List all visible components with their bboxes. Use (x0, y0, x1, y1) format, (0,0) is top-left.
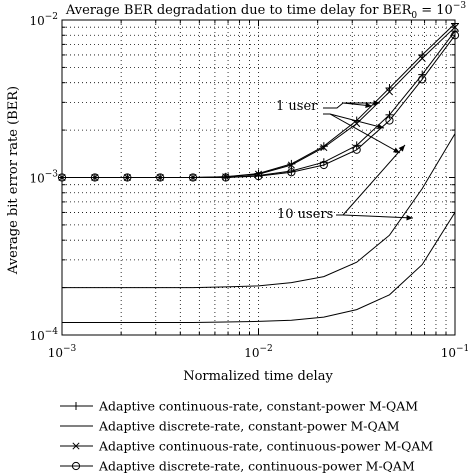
y-tick-label: 10−3 (29, 170, 58, 186)
x-tick-label-exponent: −1 (456, 344, 469, 354)
legend: Adaptive continuous-rate, constant-power… (60, 399, 433, 474)
y-tick-label-base: 10 (29, 14, 44, 28)
y-tick-label-exponent: −4 (45, 327, 59, 337)
x-tick-label-base: 10 (48, 346, 63, 360)
arrow-head (406, 215, 413, 220)
legend-item-3: Adaptive continuous-rate, continuous-pow… (60, 439, 433, 454)
legend-marker (72, 402, 80, 410)
legend-label: Adaptive continuous-rate, continuous-pow… (98, 439, 433, 454)
y-tick-label-base: 10 (29, 329, 44, 343)
x-tick-label: 10−3 (48, 344, 77, 360)
arrow-shaft (330, 114, 384, 128)
x-axis-title: Normalized time delay (183, 369, 333, 384)
y-tick-label: 10−2 (29, 12, 58, 28)
legend-label: Adaptive discrete-rate, constant-power M… (98, 419, 400, 434)
annotation-leader (323, 103, 343, 108)
annotation-1-user: 1 user (276, 99, 318, 114)
series-6 (58, 32, 458, 181)
legend-label: Adaptive discrete-rate, continuous-power… (98, 459, 415, 474)
y-tick-label: 10−4 (29, 327, 58, 343)
y-tick-label-exponent: −3 (45, 170, 59, 180)
x-tick-label: 10−2 (244, 344, 273, 360)
legend-item-1: Adaptive continuous-rate, constant-power… (60, 399, 418, 414)
annotation-arrow (330, 114, 384, 129)
legend-item-4: Adaptive discrete-rate, continuous-power… (60, 459, 415, 474)
y-axis-title: Average bit error rate (BER) (6, 86, 21, 275)
chart-title-exponent: −3 (453, 1, 467, 11)
chart-title-equals: = 10 (417, 3, 453, 18)
chart-title: Average BER degradation due to time dela… (65, 1, 466, 21)
annotation-10-users: 10 users (277, 207, 333, 222)
x-tick-label: 10−1 (441, 344, 470, 360)
legend-item-2: Adaptive discrete-rate, constant-power M… (60, 419, 400, 434)
x-tick-label-base: 10 (244, 346, 259, 360)
legend-label: Adaptive continuous-rate, constant-power… (98, 399, 418, 414)
x-tick-label-exponent: −2 (260, 344, 273, 354)
y-tick-label-exponent: −2 (45, 12, 58, 22)
y-tick-label-base: 10 (29, 172, 44, 186)
x-tick-label-exponent: −3 (63, 344, 77, 354)
x-tick-label-base: 10 (441, 346, 456, 360)
chart-title-main: Average BER degradation due to time dela… (65, 3, 413, 18)
